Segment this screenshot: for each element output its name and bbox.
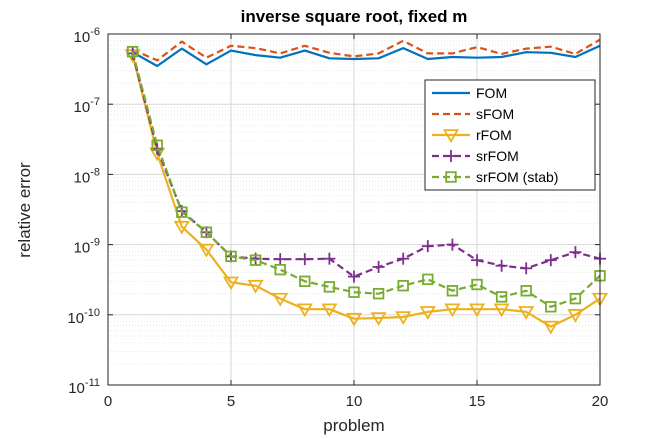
- series-layer: [124, 38, 609, 335]
- x-tick-labels: 0 5 10 15 20: [104, 393, 609, 410]
- square-marker: [545, 301, 557, 313]
- triangle-marker: [395, 311, 412, 325]
- y-tick-label: 10-6: [74, 26, 100, 46]
- square-marker: [372, 287, 385, 300]
- square-marker: [471, 278, 483, 291]
- square-marker: [126, 45, 139, 58]
- square-marker: [299, 275, 311, 288]
- y-tick-label: 10-7: [74, 96, 100, 116]
- square-marker: [225, 250, 237, 263]
- square-marker: [348, 286, 360, 298]
- x-tick-label: 10: [346, 393, 363, 410]
- x-axis-label: problem: [323, 416, 384, 435]
- y-tick-label: 10-8: [74, 166, 100, 186]
- square-marker: [249, 254, 262, 266]
- square-marker: [200, 226, 213, 238]
- legend-entry: FOM: [432, 85, 507, 101]
- triangle-marker: [442, 129, 460, 143]
- legend: FOM sFOM rFOM srFOM srFOM (stab): [424, 79, 596, 191]
- triangle-marker: [419, 306, 436, 320]
- triangle-marker: [542, 320, 559, 335]
- triangle-marker: [222, 276, 240, 291]
- triangle-marker: [493, 303, 510, 318]
- triangle-marker: [567, 309, 584, 323]
- series-line: [132, 44, 601, 68]
- triangle-marker: [345, 312, 363, 327]
- axis-ticks: [107, 33, 601, 386]
- square-marker: [151, 139, 163, 151]
- series-line: [132, 38, 601, 62]
- square-marker: [445, 171, 457, 183]
- chart-title: inverse square root, fixed m: [241, 7, 468, 26]
- square-marker: [520, 285, 532, 297]
- legend-label: FOM: [476, 85, 507, 101]
- square-marker: [397, 279, 409, 292]
- legend-entry: srFOM (stab): [432, 169, 558, 185]
- triangle-marker: [173, 220, 190, 235]
- series-sfom: [132, 38, 601, 62]
- y-tick-label: 10-10: [67, 307, 100, 327]
- x-tick-label: 5: [227, 393, 235, 410]
- square-marker: [323, 281, 336, 293]
- legend-entry: rFOM: [432, 127, 512, 143]
- triangle-marker: [444, 303, 461, 318]
- triangle-marker: [518, 306, 535, 320]
- y-tick-label: 10-9: [74, 237, 100, 257]
- square-marker: [176, 206, 188, 218]
- triangle-marker: [296, 303, 313, 318]
- y-axis-label: relative error: [15, 162, 34, 258]
- triangle-marker: [198, 243, 215, 258]
- square-marker: [422, 273, 434, 286]
- x-tick-label: 15: [469, 393, 486, 410]
- triangle-marker: [321, 303, 338, 318]
- legend-entry: sFOM: [432, 106, 514, 122]
- triangle-marker: [272, 292, 289, 307]
- y-tick-labels: 10-11 10-10 10-9 10-8 10-7 10-6: [67, 26, 100, 397]
- legend-entry: srFOM: [432, 148, 519, 164]
- triangle-marker: [247, 279, 264, 294]
- triangle-marker: [468, 303, 486, 318]
- y-tick-label: 10-11: [68, 377, 100, 397]
- triangle-marker: [370, 312, 387, 326]
- square-marker: [495, 291, 508, 303]
- legend-label: sFOM: [476, 106, 514, 122]
- legend-label: rFOM: [476, 127, 512, 143]
- legend-label: srFOM (stab): [476, 169, 558, 185]
- series-fom: [132, 44, 601, 68]
- square-marker: [569, 292, 582, 305]
- legend-label: srFOM: [476, 148, 519, 164]
- square-marker: [274, 263, 286, 276]
- x-tick-label: 20: [592, 393, 609, 410]
- x-tick-label: 0: [104, 393, 112, 410]
- square-marker: [446, 285, 459, 297]
